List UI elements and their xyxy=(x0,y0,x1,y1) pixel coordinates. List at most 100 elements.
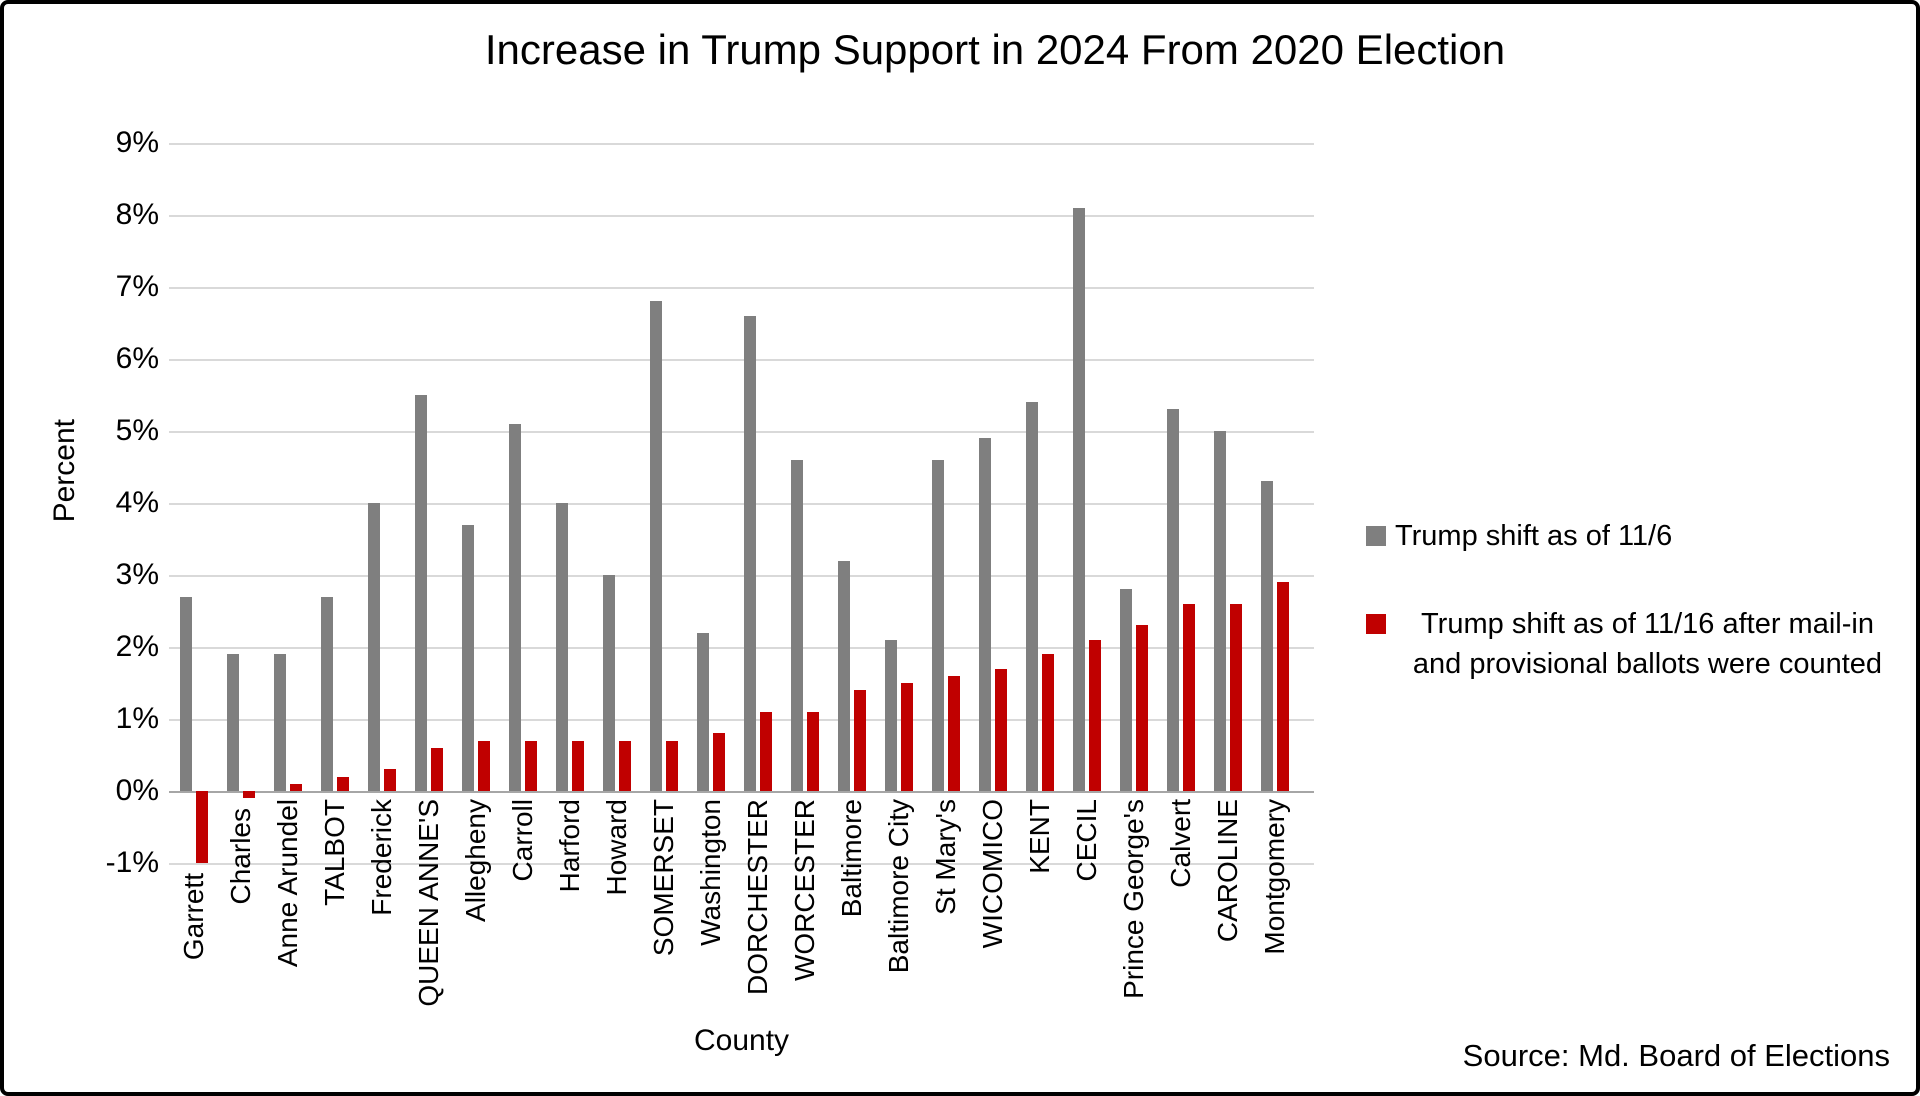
legend: Trump shift as of 11/6 Trump shift as of… xyxy=(1366,516,1911,684)
bar-gray-somerset xyxy=(650,301,662,791)
x-axis-label: DORCHESTER xyxy=(742,799,773,996)
bar-red-montgomery xyxy=(1277,582,1289,791)
bar-gray-wicomico xyxy=(979,438,991,791)
x-axis-label: SOMERSET xyxy=(648,799,679,957)
bar-gray-dorchester xyxy=(744,315,756,791)
bar-red-talbot xyxy=(337,776,349,791)
bar-red-allegheny xyxy=(478,740,490,791)
bar-red-garrett xyxy=(196,791,208,863)
gridline xyxy=(169,647,1314,649)
bar-gray-calvert xyxy=(1167,409,1179,791)
legend-item-series-2: Trump shift as of 11/16 after mail-in an… xyxy=(1366,604,1911,684)
y-tick-label: 7% xyxy=(115,270,159,303)
bar-red-calvert xyxy=(1183,603,1195,791)
bar-red-carroll xyxy=(525,740,537,791)
x-axis-label: Montgomery xyxy=(1259,799,1290,955)
bar-gray-montgomery xyxy=(1261,481,1273,791)
x-axis-label: Harford xyxy=(554,799,585,893)
bar-red-prince-george-s xyxy=(1136,625,1148,791)
bar-red-baltimore-city xyxy=(901,683,913,791)
bar-red-washington xyxy=(713,733,725,791)
bar-gray-kent xyxy=(1026,402,1038,791)
bar-gray-garrett xyxy=(180,596,192,791)
y-tick-label: 6% xyxy=(115,342,159,375)
source-text: Source: Md. Board of Elections xyxy=(1462,1038,1890,1073)
bar-red-queen-anne-s xyxy=(431,747,443,791)
bar-gray-allegheny xyxy=(462,524,474,791)
gridline xyxy=(169,143,1314,145)
legend-item-series-1: Trump shift as of 11/6 xyxy=(1366,516,1911,556)
gridline xyxy=(169,503,1314,505)
bar-gray-st-mary-s xyxy=(932,459,944,791)
x-axis-label: KENT xyxy=(1024,799,1055,874)
bar-gray-baltimore xyxy=(838,560,850,791)
x-axis-title: County xyxy=(693,1024,790,1057)
x-axis-label: St Mary's xyxy=(930,799,961,915)
bar-red-frederick xyxy=(384,769,396,791)
x-axis-label: Calvert xyxy=(1165,799,1196,888)
x-axis-label: WORCESTER xyxy=(789,799,820,981)
x-axis-label: Prince George's xyxy=(1118,799,1149,999)
y-tick-label: 3% xyxy=(115,558,159,591)
legend-label-series-2: Trump shift as of 11/16 after mail-in an… xyxy=(1412,608,1883,680)
bar-red-howard xyxy=(619,740,631,791)
bar-gray-baltimore-city xyxy=(885,639,897,791)
x-axis-label: Carroll xyxy=(507,799,538,882)
y-tick-label: 5% xyxy=(115,414,159,447)
x-axis-label: TALBOT xyxy=(319,799,350,906)
y-tick-label: 8% xyxy=(115,198,159,231)
x-axis-line xyxy=(169,791,1314,793)
x-axis-label: Anne Arundel xyxy=(272,799,303,968)
y-tick-label: 1% xyxy=(115,702,159,735)
bar-gray-prince-george-s xyxy=(1120,589,1132,791)
bar-gray-howard xyxy=(603,575,615,791)
legend-swatch-red xyxy=(1366,614,1386,634)
y-tick-label: 2% xyxy=(115,630,159,663)
bar-gray-frederick xyxy=(368,503,380,791)
x-axis-label: QUEEN ANNE'S xyxy=(413,799,444,1007)
y-tick-label: 9% xyxy=(115,126,159,159)
bar-gray-anne-arundel xyxy=(274,654,286,791)
bar-gray-caroline xyxy=(1214,431,1226,791)
y-tick-label: 0% xyxy=(115,774,159,807)
gridline xyxy=(169,863,1314,865)
x-axis-label: Frederick xyxy=(366,799,397,916)
bar-gray-talbot xyxy=(321,596,333,791)
bar-gray-cecil xyxy=(1073,207,1085,791)
x-axis-label: WICOMICO xyxy=(977,799,1008,949)
x-axis-label: Allegheny xyxy=(460,799,491,922)
bar-red-wicomico xyxy=(995,668,1007,791)
bar-red-st-mary-s xyxy=(948,675,960,791)
gridline xyxy=(169,719,1314,721)
bar-gray-worcester xyxy=(791,459,803,791)
x-axis-label: Charles xyxy=(225,808,256,905)
bar-red-harford xyxy=(572,740,584,791)
bar-red-dorchester xyxy=(760,711,772,791)
x-axis-label: CAROLINE xyxy=(1212,799,1243,943)
bar-red-worcester xyxy=(807,711,819,791)
x-axis-label: CECIL xyxy=(1071,799,1102,882)
bar-red-anne-arundel xyxy=(290,783,302,791)
gridline xyxy=(169,431,1314,433)
bar-gray-carroll xyxy=(509,423,521,791)
chart-title: Increase in Trump Support in 2024 From 2… xyxy=(484,26,1506,73)
bar-red-kent xyxy=(1042,654,1054,791)
x-axis-label: Baltimore xyxy=(836,799,867,918)
legend-label-series-1: Trump shift as of 11/6 xyxy=(1395,520,1673,552)
bar-gray-harford xyxy=(556,503,568,791)
bar-red-baltimore xyxy=(854,690,866,791)
bar-red-charles xyxy=(243,791,255,799)
bar-gray-washington xyxy=(697,632,709,791)
x-axis-label: Washington xyxy=(695,799,726,946)
bar-red-somerset xyxy=(666,740,678,791)
bar-gray-queen-anne-s xyxy=(415,395,427,791)
x-axis-label: Howard xyxy=(601,799,632,896)
y-tick-label: -1% xyxy=(105,846,159,879)
gridline xyxy=(169,575,1314,577)
x-axis-label: Baltimore City xyxy=(883,799,914,974)
bar-red-caroline xyxy=(1230,603,1242,791)
bar-gray-charles xyxy=(227,654,239,791)
y-tick-label: 4% xyxy=(115,486,159,519)
legend-swatch-gray xyxy=(1366,526,1386,546)
